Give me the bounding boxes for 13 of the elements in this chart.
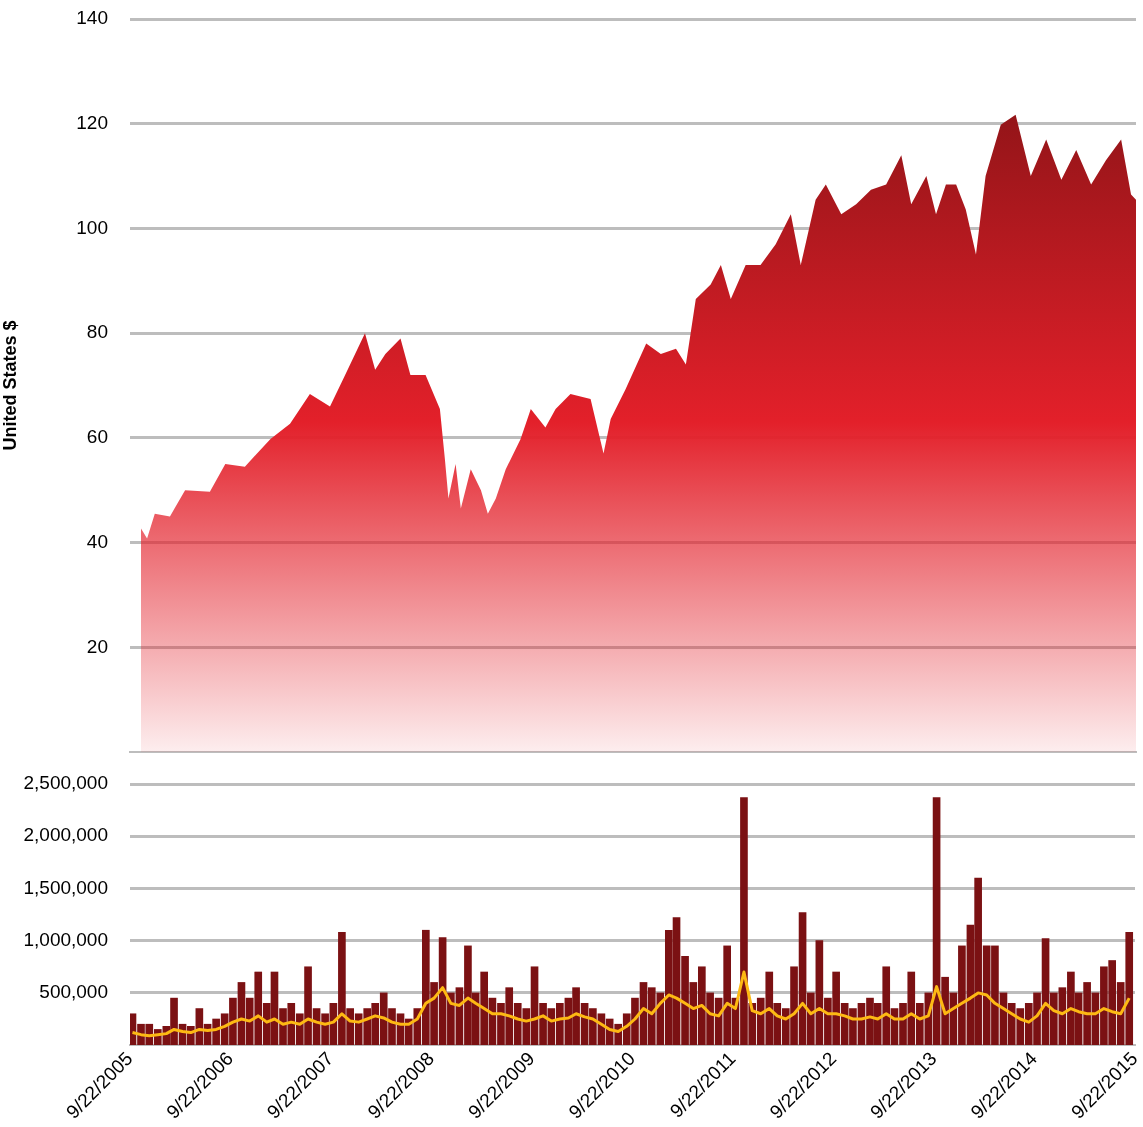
y-tick-label: 120 [76, 111, 108, 133]
y-tick-label: 60 [86, 426, 108, 448]
y-tick-label: 80 [86, 321, 108, 343]
y-tick-label: 1,500,000 [23, 876, 108, 898]
y-tick-label: 1,000,000 [23, 928, 108, 950]
y-tick-label: 40 [86, 530, 108, 552]
y-tick-label: 140 [76, 7, 108, 29]
y-axis-title: United States $ [0, 320, 20, 451]
y-tick-label: 2,000,000 [23, 824, 108, 846]
y-tick-label: 20 [86, 635, 108, 657]
y-tick-label: 100 [76, 216, 108, 238]
y-tick-label: 500,000 [39, 981, 108, 1003]
y-tick-label: 2,500,000 [23, 772, 108, 794]
